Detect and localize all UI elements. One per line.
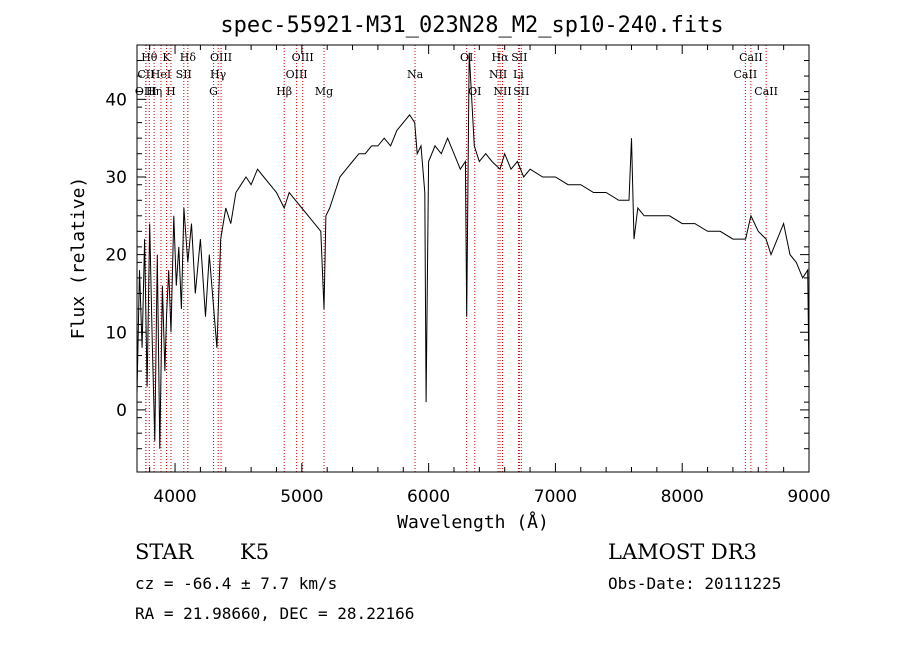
marker-label: Hη: [146, 85, 162, 98]
y-axis-label: Flux (relative): [68, 177, 89, 340]
x-axis-ticks: 4000 5000 6000 7000 8000 9000: [149, 45, 831, 507]
marker-label: H: [166, 85, 176, 98]
line-markers: [145, 45, 767, 472]
marker-label: NII: [489, 68, 507, 81]
coordinates: RA = 21.98660, DEC = 28.22166: [135, 604, 415, 623]
x-axis-label: Wavelength (Å): [397, 511, 549, 533]
y-tick-label: 20: [105, 246, 127, 266]
marker-label: OI: [468, 85, 481, 98]
marker-label: SII: [511, 51, 527, 64]
marker-label: Mg: [315, 85, 333, 98]
marker-label: HeI: [151, 68, 171, 81]
marker-label: SII: [176, 68, 192, 81]
object-subclass: K5: [240, 540, 270, 564]
marker-label: CII: [137, 68, 154, 81]
y-tick-label: 10: [105, 323, 127, 343]
marker-label: CaII: [754, 85, 778, 98]
marker-label: OIII: [135, 85, 157, 98]
x-tick-label: 8000: [661, 487, 704, 507]
marker-label: G: [209, 85, 218, 98]
y-tick-label: 0: [116, 401, 127, 421]
spectrum-line: [136, 52, 810, 449]
marker-label: CaII: [739, 51, 763, 64]
marker-label: Hα: [491, 51, 509, 64]
survey-name: LAMOST DR3: [608, 540, 757, 564]
marker-label: Hβ: [276, 85, 292, 98]
marker-label: CaII: [734, 68, 758, 81]
x-tick-label: 4000: [153, 487, 196, 507]
y-axis-ticks: 0 10 20 30 40: [105, 60, 809, 450]
marker-label: Hθ: [141, 51, 158, 64]
x-tick-label: 9000: [787, 487, 830, 507]
marker-label: OIII: [210, 51, 232, 64]
obs-date: Obs-Date: 20111225: [608, 574, 782, 593]
marker-label: OIII: [286, 68, 308, 81]
marker-label: NII: [493, 85, 511, 98]
marker-label: OIII: [292, 51, 314, 64]
object-class: STAR: [135, 540, 194, 564]
redshift-line: cz = -66.4 ± 7.7 km/s: [135, 574, 338, 593]
marker-label: K: [162, 51, 171, 64]
spectrum-chart: spec-55921-M31_023N28_M2_sp10-240.fits H…: [68, 13, 831, 533]
y-tick-label: 40: [105, 90, 127, 110]
marker-label: Na: [407, 68, 424, 81]
chart-title: spec-55921-M31_023N28_M2_sp10-240.fits: [220, 13, 723, 38]
y-tick-label: 30: [105, 168, 127, 188]
x-tick-label: 5000: [280, 487, 323, 507]
marker-label: OI: [460, 51, 473, 64]
plot-frame: [136, 44, 810, 473]
x-tick-label: 6000: [407, 487, 450, 507]
marker-label: SII: [513, 85, 529, 98]
marker-label: Hδ: [180, 51, 197, 64]
marker-label: Hγ: [210, 68, 227, 81]
marker-label: Li: [513, 68, 524, 81]
x-tick-label: 7000: [534, 487, 577, 507]
